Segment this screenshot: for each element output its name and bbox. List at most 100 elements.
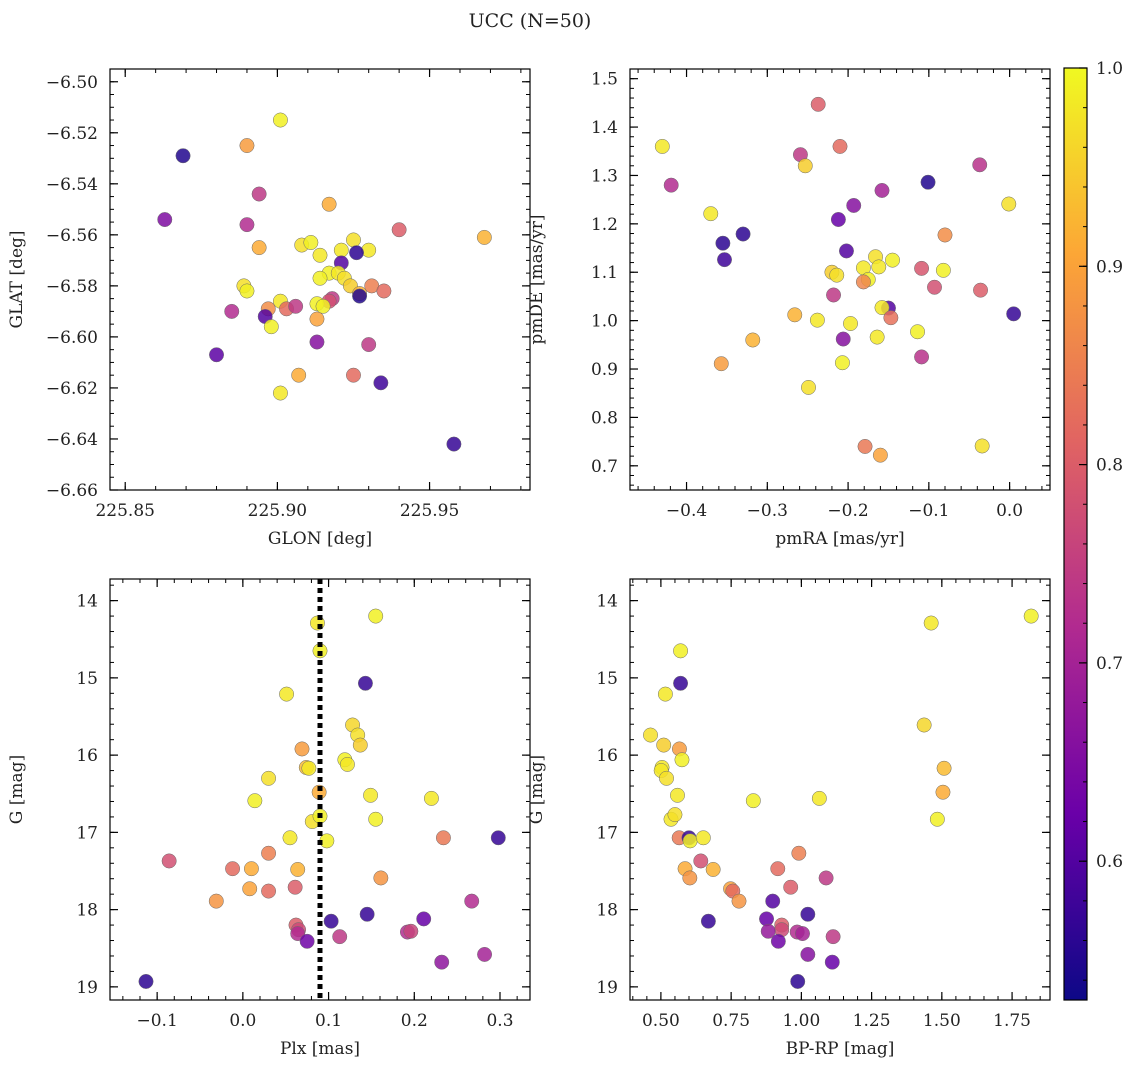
scatter-point <box>434 954 450 970</box>
scatter-point <box>239 283 255 299</box>
y-tick-label: 19 <box>596 978 618 998</box>
scatter-point <box>810 96 826 112</box>
scatter-point <box>829 267 845 283</box>
scatter-point <box>663 177 679 193</box>
y-tick-label: 1.5 <box>591 70 618 90</box>
scatter-point <box>825 929 841 945</box>
scatter-point <box>290 862 306 877</box>
scatter-point <box>361 337 377 353</box>
scatter-point <box>670 787 685 803</box>
scatter-point <box>312 247 328 263</box>
scatter-point <box>801 379 816 395</box>
scatter-point <box>261 770 277 786</box>
y-tick-label: 1.0 <box>591 312 618 332</box>
scatter-point <box>303 235 319 250</box>
y-tick-label: 16 <box>76 746 98 766</box>
scatter-point <box>261 845 277 861</box>
scatter-point <box>920 174 936 190</box>
scatter-point <box>839 243 854 259</box>
scatter-point <box>667 807 683 823</box>
y-tick-label: −6.66 <box>46 481 98 501</box>
y-tick-label: −6.64 <box>46 430 98 450</box>
scatter-point <box>935 784 951 800</box>
scatter-points <box>157 112 492 452</box>
y-axis-label: pmDE [mas/yr] <box>527 214 547 344</box>
colorbar: 0.6 0.7 0.8 0.9 1.0 <box>1063 59 1123 1001</box>
scatter-point <box>349 245 364 261</box>
scatter-point <box>927 279 942 295</box>
y-tick-label: 18 <box>596 901 618 921</box>
x-tick-label: 0.50 <box>642 1011 680 1031</box>
figure-title: UCC (N=50) <box>469 10 592 32</box>
scatter-point <box>929 811 945 827</box>
scatter-point <box>800 906 816 922</box>
panel-pmra-pmde: −0.4 −0.3 −0.2 −0.1 0.0 0.7 0.8 0.9 1.0 1.1 1.2 1.3… <box>527 68 1051 549</box>
colorbar-tick-label: 1.0 <box>1096 59 1123 79</box>
scatter-point <box>225 861 241 877</box>
scatter-point <box>797 158 813 174</box>
scatter-point <box>138 974 154 989</box>
y-tick-label: 19 <box>76 978 98 998</box>
scatter-point <box>682 833 698 849</box>
scatter-point <box>261 883 277 899</box>
scatter-point <box>291 367 307 383</box>
scatter-point <box>745 793 761 809</box>
scatter-point <box>357 675 373 691</box>
y-tick-label: −6.60 <box>46 328 98 348</box>
scatter-point <box>288 298 304 314</box>
y-axis-label: GLAT [deg] <box>7 230 27 328</box>
colorbar-tick-label: 0.9 <box>1096 257 1123 277</box>
scatter-point <box>312 270 328 286</box>
y-tick-label: −6.56 <box>46 226 98 246</box>
scatter-point <box>373 870 389 886</box>
scatter-point <box>916 717 932 733</box>
scatter-point <box>476 229 492 245</box>
x-tick-label: −0.1 <box>908 501 949 521</box>
scatter-point <box>715 235 731 251</box>
scatter-point <box>830 212 846 227</box>
scatter-point <box>811 790 827 806</box>
scatter-point <box>361 242 377 258</box>
scatter-point <box>477 946 493 962</box>
x-tick-label: 225.85 <box>95 501 154 521</box>
y-tick-label: 17 <box>596 823 618 843</box>
panel-glon-glat: 225.85 225.90 225.95 −6.66 −6.64 −6.62 −6.60 −6… <box>7 68 531 549</box>
y-tick-label: 16 <box>596 746 618 766</box>
scatter-point <box>717 252 732 268</box>
scatter-point <box>974 438 990 454</box>
scatter-point <box>352 737 368 753</box>
scatter-point <box>251 186 267 202</box>
scatter-point <box>175 148 191 164</box>
scatter-point <box>373 375 389 391</box>
scatter-point <box>659 770 674 786</box>
y-tick-label: 1.4 <box>591 118 618 138</box>
scatter-point <box>783 879 799 895</box>
y-axis-label: G [mag] <box>7 755 27 824</box>
scatter-point <box>809 312 825 328</box>
x-tick-label: 0.75 <box>712 1011 750 1031</box>
scatter-point <box>1023 608 1039 624</box>
scatter-point <box>936 760 952 776</box>
scatter-point <box>332 929 348 945</box>
scatter-point <box>760 923 776 939</box>
scatter-point <box>359 906 375 922</box>
scatter-point <box>272 112 288 128</box>
scatter-point <box>846 198 862 213</box>
y-tick-label: 17 <box>76 823 98 843</box>
y-tick-label: −6.54 <box>46 175 98 195</box>
scatter-point <box>208 893 224 909</box>
scatter-point <box>832 138 848 154</box>
y-tick-label: −6.62 <box>46 379 98 399</box>
scatter-point <box>735 226 751 242</box>
y-tick-label: 18 <box>76 901 98 921</box>
scatter-point <box>247 793 263 809</box>
axes-frame <box>629 578 1051 1001</box>
scatter-point <box>239 217 255 233</box>
x-tick-label: 1.50 <box>923 1011 961 1031</box>
scatter-point <box>643 727 658 743</box>
colorbar-tick-label: 0.6 <box>1096 852 1123 872</box>
scatter-point <box>656 737 672 753</box>
y-tick-label: 1.1 <box>591 263 618 283</box>
x-tick-label: 0.0 <box>996 501 1023 521</box>
